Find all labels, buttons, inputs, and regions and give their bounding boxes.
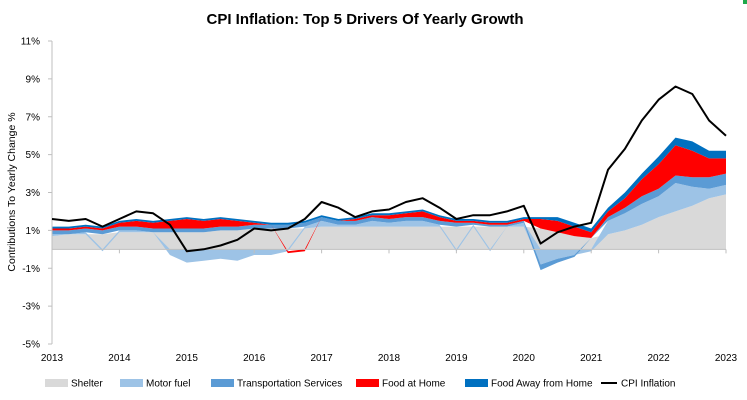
legend: Shelter Motor fuel Transportation Services… bbox=[45, 379, 675, 390]
y-tick-label: -3% bbox=[22, 302, 40, 313]
x-tick-label: 2017 bbox=[310, 353, 333, 364]
area-food-at-home bbox=[52, 145, 726, 254]
legend-label-food-at-home: Food at Home bbox=[382, 379, 446, 390]
legend-swatch-transportation-services bbox=[211, 379, 234, 387]
area-shelter bbox=[52, 194, 726, 250]
legend-swatch-food-away-from-home bbox=[465, 379, 488, 387]
area-series-group bbox=[52, 137, 726, 271]
y-tick-label: -1% bbox=[22, 264, 40, 275]
legend-swatch-motor-fuel bbox=[120, 379, 143, 387]
legend-swatch-shelter bbox=[45, 379, 68, 387]
line-series-group bbox=[51, 85, 727, 253]
x-tick-label: 2023 bbox=[715, 353, 738, 364]
x-tick-label: 2013 bbox=[41, 353, 64, 364]
axes-group: 11% 9% 7% 5% 3% 1% -1% -3% -5%2013 2014 2015 2016 20… bbox=[21, 37, 738, 365]
y-tick-label: 9% bbox=[26, 74, 41, 85]
y-tick-label: 7% bbox=[26, 112, 41, 123]
x-tick-label: 2018 bbox=[378, 353, 401, 364]
x-tick-label: 2020 bbox=[513, 353, 536, 364]
y-tick-label: 5% bbox=[26, 150, 41, 161]
line-cpi-inflation bbox=[51, 85, 727, 253]
x-tick-label: 2019 bbox=[445, 353, 468, 364]
legend-label-transportation-services: Transportation Services bbox=[237, 379, 342, 390]
corner-mark bbox=[743, 0, 747, 4]
x-tick-label: 2016 bbox=[243, 353, 266, 364]
y-tick-label: 1% bbox=[26, 226, 41, 237]
legend-label-shelter: Shelter bbox=[71, 379, 103, 390]
y-tick-label: 3% bbox=[26, 188, 41, 199]
area-transportation-services bbox=[52, 173, 726, 271]
area-food-away-from-home bbox=[52, 137, 726, 233]
x-tick-label: 2021 bbox=[580, 353, 603, 364]
chart-title: CPI Inflation: Top 5 Drivers Of Yearly G… bbox=[206, 11, 523, 28]
x-tick-label: 2015 bbox=[176, 353, 199, 364]
legend-label-cpi-inflation: CPI Inflation bbox=[621, 379, 675, 390]
y-tick-label: 11% bbox=[21, 37, 40, 48]
legend-label-motor-fuel: Motor fuel bbox=[146, 379, 190, 390]
legend-label-food-away-from-home: Food Away from Home bbox=[491, 379, 593, 390]
area-motor-fuel bbox=[52, 183, 726, 265]
y-tick-label: -5% bbox=[22, 340, 40, 351]
y-axis-label: Contributions To Yearly Change % bbox=[6, 112, 18, 271]
x-tick-label: 2022 bbox=[647, 353, 670, 364]
legend-swatch-food-at-home bbox=[356, 379, 379, 387]
x-tick-label: 2014 bbox=[108, 353, 131, 364]
